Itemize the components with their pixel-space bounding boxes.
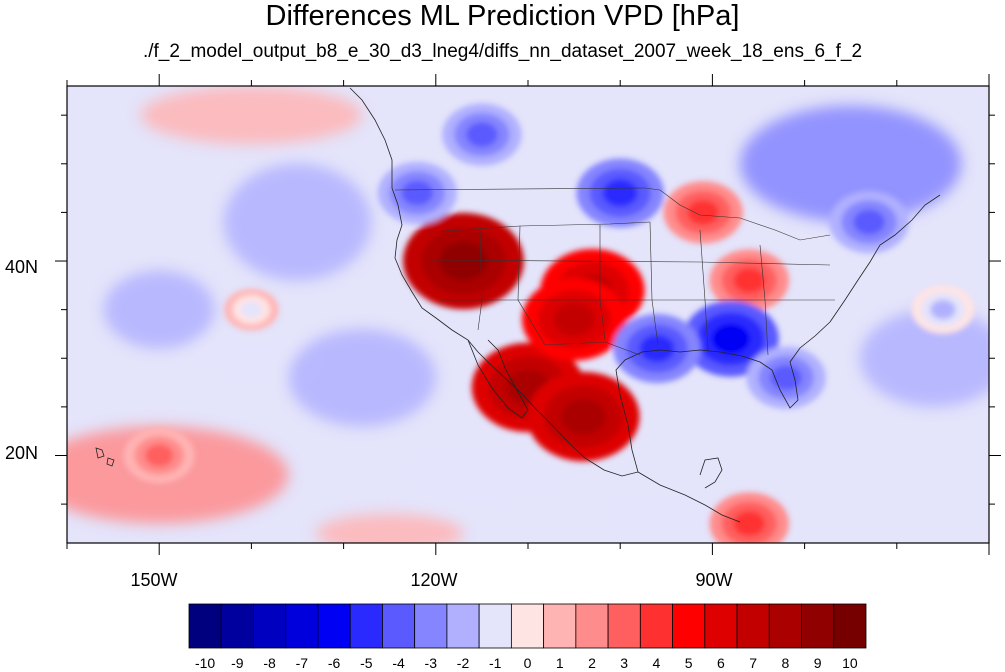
feature-8-level-2 xyxy=(639,334,675,363)
colorbar-label: -4 xyxy=(392,655,405,671)
lon-label-150w: 150W xyxy=(130,570,178,590)
colorbar-label: -3 xyxy=(424,655,437,671)
chart-subtitle: ./f_2_model_output_b8_e_30_d3_lneg4/diff… xyxy=(142,41,863,62)
feature-4-level-2 xyxy=(553,302,595,336)
lon-label-120w: 120W xyxy=(410,570,458,590)
colorbar-label: 8 xyxy=(781,655,790,671)
colorbar-label: 1 xyxy=(555,655,564,671)
feature-2-level-2 xyxy=(560,398,606,435)
colorbar-label: -8 xyxy=(263,655,276,671)
lat-label-40n: 40N xyxy=(4,257,38,277)
feature-14-level-2 xyxy=(733,511,766,536)
colorbar-label: -7 xyxy=(295,655,309,671)
colorbar-label: -1 xyxy=(489,655,502,671)
axis-ticks xyxy=(55,74,1001,555)
lat-label-20n: 20N xyxy=(4,443,38,463)
colorbar-label: -9 xyxy=(231,655,244,671)
feature-9-level-2 xyxy=(770,365,803,391)
coastlines xyxy=(95,87,941,523)
feature-11-level-2 xyxy=(466,122,498,148)
feature-13-level-2 xyxy=(401,180,434,206)
state-borders xyxy=(394,187,835,356)
chart-title: Differences ML Prediction VPD [hPa] xyxy=(265,0,740,32)
colorbar-label: 2 xyxy=(588,655,596,671)
feature-16-level-2 xyxy=(930,299,956,320)
feature-15-level-2 xyxy=(145,444,174,467)
feature-10-level-2 xyxy=(602,179,638,207)
colorbar-label: -5 xyxy=(360,655,373,671)
feature-17-level-2 xyxy=(240,301,263,319)
colorbar-label: 3 xyxy=(620,655,629,671)
colorbar-label: 0 xyxy=(523,655,532,671)
colorbar-label: -6 xyxy=(327,655,341,671)
feature-12-level-2 xyxy=(853,209,885,235)
map-field xyxy=(67,86,989,543)
colorbar-label: 6 xyxy=(717,655,725,671)
colorbar-label: 7 xyxy=(749,655,758,671)
feature-5-level-2 xyxy=(687,199,720,225)
field-blobs xyxy=(67,86,989,543)
colorbar-label: 9 xyxy=(813,655,822,671)
feature-0-level-2 xyxy=(439,241,488,281)
colorbar-label: 10 xyxy=(842,655,858,671)
colorbar-label: 5 xyxy=(684,655,693,671)
feature-7-level-2 xyxy=(711,323,751,354)
colorbar-label: 4 xyxy=(652,655,661,671)
colorbar-label: -10 xyxy=(194,655,216,671)
lon-label-90w: 90W xyxy=(695,570,733,590)
feature-6-level-2 xyxy=(733,268,766,293)
colorbar-label: -2 xyxy=(456,655,470,671)
